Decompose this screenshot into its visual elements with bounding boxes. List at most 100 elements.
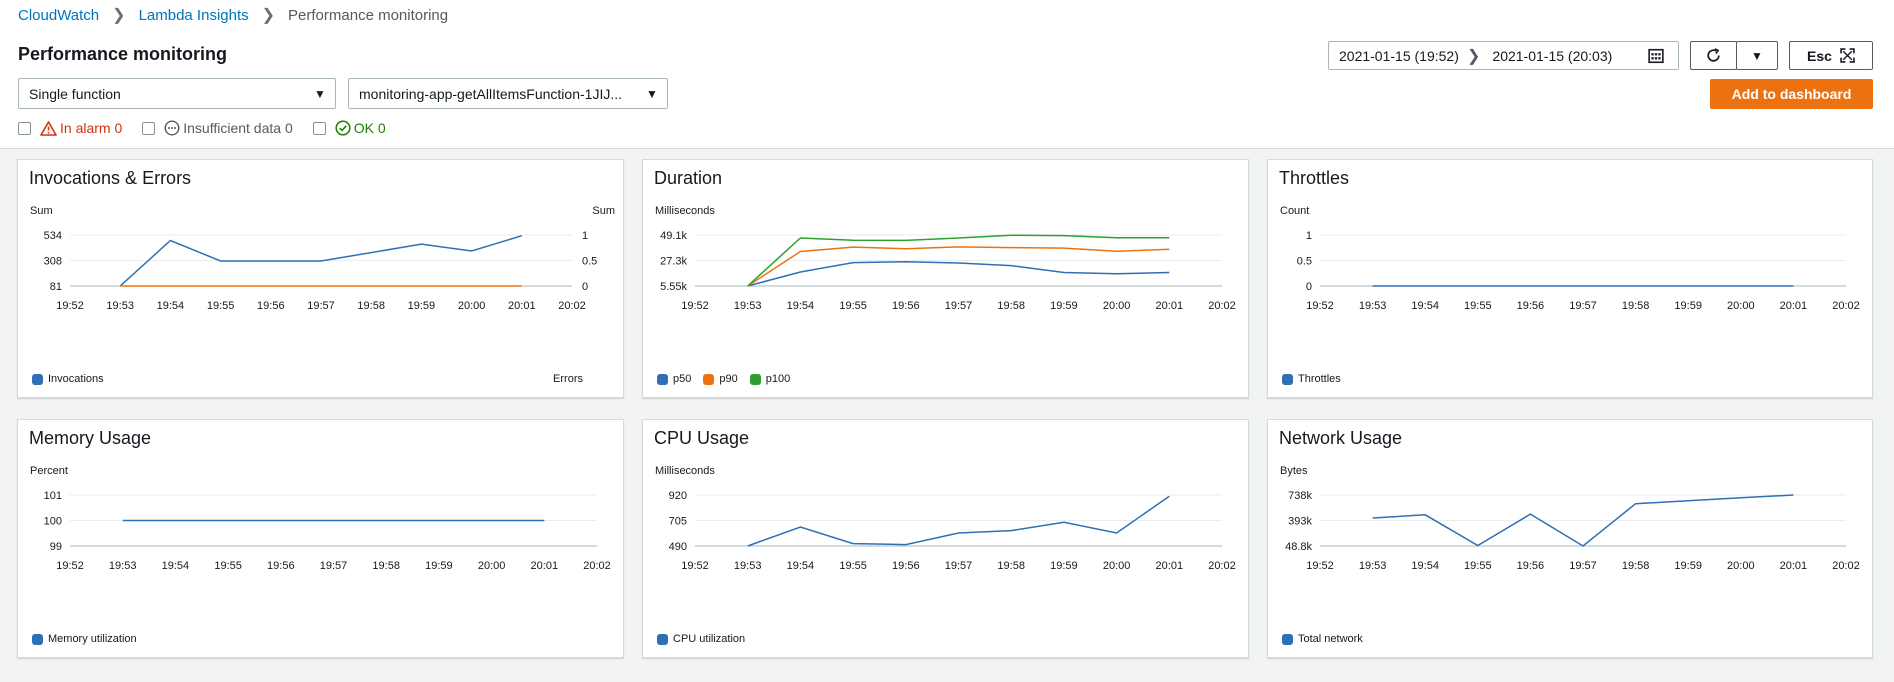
y-tick-label-right: 0.5 — [582, 256, 597, 268]
legend-label: Memory utilization — [48, 633, 137, 645]
y-tick-label: 534 — [44, 230, 62, 242]
chart-legend-right: Errors — [553, 373, 583, 385]
ok-checkbox[interactable] — [312, 121, 326, 135]
x-tick-label: 20:02 — [558, 300, 586, 312]
series-line-p90 — [747, 246, 1170, 287]
y-axis-unit-right: Sum — [592, 205, 615, 217]
x-tick-label: 19:56 — [892, 300, 920, 312]
invocations-errors-chart: Sum Sum 534 1 308 0.5 81 0 19:52 19:53 19:54 19:55 1… — [30, 205, 615, 312]
refresh-icon — [1707, 48, 1720, 62]
y-tick-label: 100 — [44, 516, 62, 528]
x-tick-label: 20:00 — [478, 560, 506, 572]
breadcrumb-cloudwatch[interactable]: CloudWatch — [18, 6, 100, 24]
panel-title: Throttles — [1279, 168, 1350, 188]
y-tick-label: 738k — [1288, 490, 1312, 502]
x-tick-label: 19:55 — [839, 560, 867, 572]
x-tick-label: 19:54 — [157, 300, 185, 312]
y-tick-label-right: 1 — [582, 230, 588, 242]
y-tick-label: 0 — [1306, 281, 1312, 293]
legend-item[interactable]: CPU utilization — [657, 633, 745, 645]
x-tick-label: 19:53 — [734, 300, 762, 312]
x-tick-label: 19:52 — [56, 560, 84, 572]
panel-title: Invocations & Errors — [29, 168, 192, 188]
legend-item[interactable]: p90 — [703, 373, 738, 385]
x-tick-label: 19:55 — [214, 560, 242, 572]
x-tick-label: 19:59 — [1674, 300, 1702, 312]
duration-chart: Milliseconds 49.1k 27.3k 5.55k 19:52 19:53 19:… — [655, 205, 1236, 312]
ok-label: OK 0 — [353, 120, 386, 136]
x-tick-label: 19:57 — [1569, 300, 1597, 312]
x-tick-label: 19:54 — [1411, 300, 1439, 312]
refresh-button[interactable] — [1690, 41, 1737, 70]
legend-swatch — [657, 633, 668, 645]
refresh-options-button[interactable]: ▼ — [1736, 41, 1778, 70]
legend-swatch — [32, 633, 43, 645]
add-to-dashboard-button[interactable]: Add to dashboard — [1710, 79, 1873, 109]
x-tick-label: 19:58 — [1622, 300, 1650, 312]
x-tick-label: 20:00 — [1103, 300, 1131, 312]
breadcrumb-lambda-insights[interactable]: Lambda Insights — [138, 6, 249, 24]
in-alarm-checkbox[interactable] — [18, 121, 31, 135]
y-tick-label-right: 0 — [582, 281, 588, 293]
invocations-errors-panel: Invocations & Errors Sum Sum 534 1 308 0.5 81 0… — [17, 159, 624, 398]
x-tick-label: 19:52 — [56, 300, 84, 312]
legend-item[interactable]: Invocations — [32, 373, 104, 385]
x-tick-label: 19:57 — [307, 300, 335, 312]
panel-title: CPU Usage — [654, 428, 750, 448]
legend-item[interactable]: p100 — [749, 373, 790, 385]
y-tick-label: 27.3k — [660, 256, 687, 268]
mode-select[interactable]: Single function ▼ — [18, 78, 336, 109]
y-axis-unit: Sum — [30, 205, 53, 217]
x-tick-label: 19:52 — [1306, 300, 1334, 312]
legend-label: Invocations — [48, 373, 104, 385]
y-tick-label: 308 — [44, 256, 62, 268]
x-tick-label: 19:57 — [945, 300, 973, 312]
chevron-right-icon: ❯ — [112, 7, 126, 24]
y-tick-label: 393k — [1288, 516, 1312, 528]
x-tick-label: 19:55 — [1464, 300, 1492, 312]
x-tick-label: 19:58 — [997, 300, 1025, 312]
x-tick-label: 19:59 — [1050, 560, 1078, 572]
x-tick-label: 20:00 — [1727, 300, 1755, 312]
x-tick-label: 20:01 — [1780, 560, 1808, 572]
calendar-icon[interactable] — [1646, 48, 1666, 64]
legend-item[interactable]: Total network — [1282, 633, 1363, 645]
breadcrumb: CloudWatch ❯ Lambda Insights ❯ Performan… — [18, 5, 448, 25]
legend-item[interactable]: p50 — [657, 373, 691, 385]
insufficient-checkbox[interactable] — [142, 121, 156, 135]
x-tick-label: 19:52 — [681, 560, 709, 572]
x-tick-label: 19:53 — [1359, 300, 1387, 312]
x-tick-label: 20:00 — [458, 300, 486, 312]
legend-label: p90 — [719, 373, 738, 385]
legend-item[interactable]: Memory utilization — [32, 633, 137, 645]
y-tick-label: 48.8k — [1285, 541, 1312, 553]
page-title: Performance monitoring — [18, 44, 228, 64]
legend-swatch — [749, 373, 761, 385]
caret-down-icon: ▼ — [314, 86, 326, 101]
esc-fullscreen-button[interactable]: Esc — [1789, 41, 1873, 70]
x-tick-label: 19:53 — [1359, 560, 1387, 572]
function-select[interactable]: monitoring-app-getAllItemsFunction-1JIJ.… — [348, 78, 668, 109]
x-tick-label: 20:01 — [1780, 300, 1808, 312]
y-tick-label: 99 — [50, 541, 62, 553]
y-tick-label: 490 — [669, 541, 687, 553]
ellipsis-circle-icon — [164, 120, 180, 136]
y-axis-unit: Percent — [30, 465, 68, 477]
x-tick-label: 19:56 — [1517, 300, 1545, 312]
x-tick-label: 19:55 — [1464, 560, 1492, 572]
x-tick-label: 19:54 — [162, 560, 190, 572]
legend-item[interactable]: Throttles — [1282, 373, 1341, 385]
warning-icon — [40, 120, 57, 136]
time-range-picker[interactable]: 2021-01-15 (19:52) ❯ 2021-01-15 (20:03) — [1328, 41, 1679, 70]
series-line-total-network — [1372, 494, 1794, 547]
y-tick-label: 5.55k — [660, 281, 687, 293]
series-line-p50 — [747, 261, 1170, 287]
y-axis-unit: Count — [1280, 205, 1309, 217]
throttles-panel: Throttles Count 1 0.5 0 19:52 19:53 19:54 19:55… — [1267, 159, 1873, 398]
legend-item[interactable]: Errors — [553, 373, 583, 385]
in-alarm-filter: In alarm 0 — [18, 120, 122, 136]
series-line-cpu-utilization — [747, 495, 1170, 547]
y-tick-label: 49.1k — [660, 230, 687, 242]
chart-legend: CPU utilization — [657, 633, 757, 645]
y-tick-label: 0.5 — [1297, 256, 1312, 268]
